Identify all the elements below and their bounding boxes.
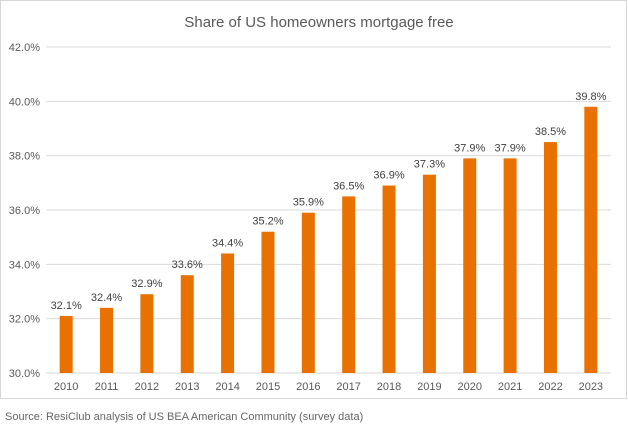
x-tick-label-2019: 2019: [417, 381, 441, 393]
chart-frame: Share of US homeowners mortgage free 30.…: [0, 0, 627, 399]
bar-2018: [382, 185, 396, 373]
x-tick-label-2017: 2017: [336, 381, 360, 393]
y-tick-label: 40.0%: [9, 96, 40, 108]
bar-2022: [543, 142, 557, 373]
y-tick-label: 38.0%: [9, 151, 40, 163]
y-tick-label: 32.0%: [9, 314, 40, 326]
bar-2012: [140, 294, 154, 373]
source-note: Source: ResiClub analysis of US BEA Amer…: [5, 411, 364, 423]
data-label-2010: 32.1%: [51, 300, 82, 312]
x-tick-label-2016: 2016: [296, 381, 320, 393]
data-label-2023: 39.8%: [575, 91, 606, 103]
x-tick-label-2014: 2014: [215, 381, 239, 393]
x-tick-label-2021: 2021: [498, 381, 522, 393]
gridlines: [46, 46, 611, 374]
bar-2023: [584, 106, 598, 374]
x-tick-label-2015: 2015: [256, 381, 280, 393]
bar-2016: [301, 212, 315, 373]
data-label-2018: 36.9%: [373, 170, 404, 182]
data-label-2015: 35.2%: [252, 216, 283, 228]
data-label-2019: 37.3%: [414, 159, 445, 171]
bar-2015: [261, 231, 275, 373]
x-tick-label-2012: 2012: [135, 381, 159, 393]
data-label-2013: 33.6%: [172, 259, 203, 271]
y-tick-label: 34.0%: [9, 259, 40, 271]
x-tick-label-2020: 2020: [458, 381, 482, 393]
bar-2017: [342, 196, 356, 373]
data-label-2020: 37.9%: [454, 142, 485, 154]
bar-chart: Share of US homeowners mortgage free 30.…: [9, 14, 611, 393]
data-label-2012: 32.9%: [131, 278, 162, 290]
data-labels: 32.1% 32.4% 32.9% 33.6% 34.4% 35.2% 35.9% 36.5%…: [51, 91, 607, 312]
x-axis-ticks: 2010 2011 2012 2013 2014 2015 2016 2017 2018 2019…: [54, 381, 603, 393]
x-tick-label-2013: 2013: [175, 381, 199, 393]
bar-2014: [221, 253, 235, 373]
x-tick-label-2011: 2011: [95, 381, 119, 393]
data-label-2022: 38.5%: [535, 126, 566, 138]
chart-title: Share of US homeowners mortgage free: [184, 14, 453, 31]
x-tick-label-2018: 2018: [377, 381, 401, 393]
bar-2021: [503, 158, 517, 373]
bar-2011: [100, 307, 114, 373]
bar-2019: [422, 174, 436, 373]
bars: [59, 106, 598, 374]
bar-2013: [180, 275, 194, 373]
data-label-2021: 37.9%: [495, 142, 526, 154]
y-tick-label: 42.0%: [9, 42, 40, 54]
x-tick-label-2023: 2023: [579, 381, 603, 393]
data-label-2016: 35.9%: [293, 197, 324, 209]
bar-2010: [59, 315, 73, 373]
bar-2020: [463, 158, 477, 373]
y-tick-label: 30.0%: [9, 368, 40, 380]
x-tick-label-2010: 2010: [54, 381, 78, 393]
x-tick-label-2022: 2022: [538, 381, 562, 393]
y-axis-ticks: 30.0% 32.0% 34.0% 36.0% 38.0% 40.0% 42.0%: [9, 42, 40, 380]
data-label-2017: 36.5%: [333, 180, 364, 192]
y-tick-label: 36.0%: [9, 205, 40, 217]
data-label-2011: 32.4%: [91, 292, 122, 304]
data-label-2014: 34.4%: [212, 237, 243, 249]
